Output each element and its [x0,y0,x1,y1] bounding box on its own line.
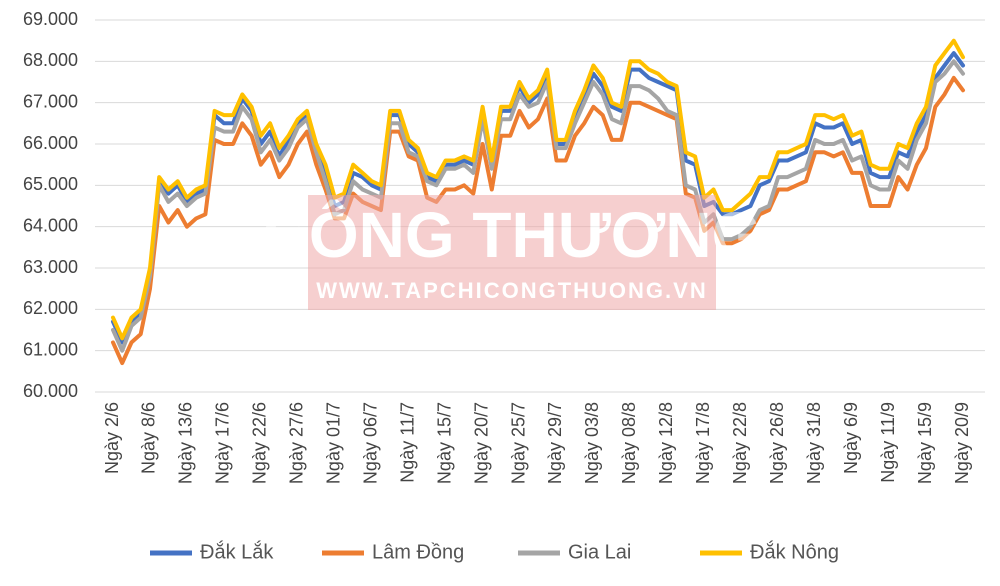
watermark-url: WWW.TAPCHICONGTHUONG.VN [316,278,707,303]
x-tick-label: Ngày 8/6 [139,402,159,474]
x-tick-label: Ngày 15/7 [434,402,454,484]
x-tick-label: Ngày 12/8 [656,402,676,484]
x-tick-label: Ngày 03/8 [582,402,602,484]
x-tick-label: Ngày 06/7 [360,402,380,484]
legend-label: Gia Lai [568,541,631,563]
legend-label: Lâm Đồng [372,541,464,563]
legend-label: Đắk Lắk [200,540,274,563]
x-tick-label: Ngày 13/6 [176,402,196,484]
x-tick-label: Ngày 25/7 [508,402,528,484]
x-tick-label: Ngày 20/9 [952,402,972,484]
watermark-title: CÔNG THƯƠNG [263,198,762,271]
legend-label: Đắk Nông [750,540,839,563]
x-tick-label: Ngày 17/6 [213,402,233,484]
watermark-box [308,195,716,310]
x-tick-label: Ngày 31/8 [804,402,824,484]
x-tick-label: Ngày 26/8 [767,402,787,484]
y-tick-label: 63.000 [23,257,78,277]
y-tick-label: 65.000 [23,174,78,194]
y-tick-label: 67.000 [23,91,78,111]
y-tick-label: 68.000 [23,50,78,70]
x-tick-label: Ngày 27/6 [287,402,307,484]
series-line [111,38,965,341]
y-tick-label: 64.000 [23,215,78,235]
series-line [111,75,965,366]
x-tick-label: Ngày 11/7 [397,402,417,483]
x-tick-label: Ngày 2/6 [102,402,122,474]
x-tick-label: Ngày 15/9 [915,402,935,484]
y-tick-label: 60.000 [23,381,78,401]
x-tick-label: Ngày 6/9 [841,402,861,474]
watermark: CÔNG THƯƠNG WWW.TAPCHICONGTHUONG.VN [263,195,762,310]
x-tick-label: Ngày 01/7 [323,402,343,484]
y-tick-label: 61.000 [23,339,78,359]
x-tick-label: Ngày 20/7 [471,402,491,484]
y-tick-label: 62.000 [23,298,78,318]
y-tick-label: 69.000 [23,9,78,29]
x-tick-label: Ngày 17/8 [693,402,713,484]
x-tick-label: Ngày 29/7 [545,402,565,484]
x-tick-label: Ngày 22/8 [730,402,750,484]
x-tick-label: Ngày 22/6 [250,402,270,484]
x-tick-label: Ngày 11/9 [878,402,898,483]
y-tick-label: 66.000 [23,133,78,153]
series-line [111,59,965,353]
x-tick-label: Ngày 08/8 [619,402,639,484]
